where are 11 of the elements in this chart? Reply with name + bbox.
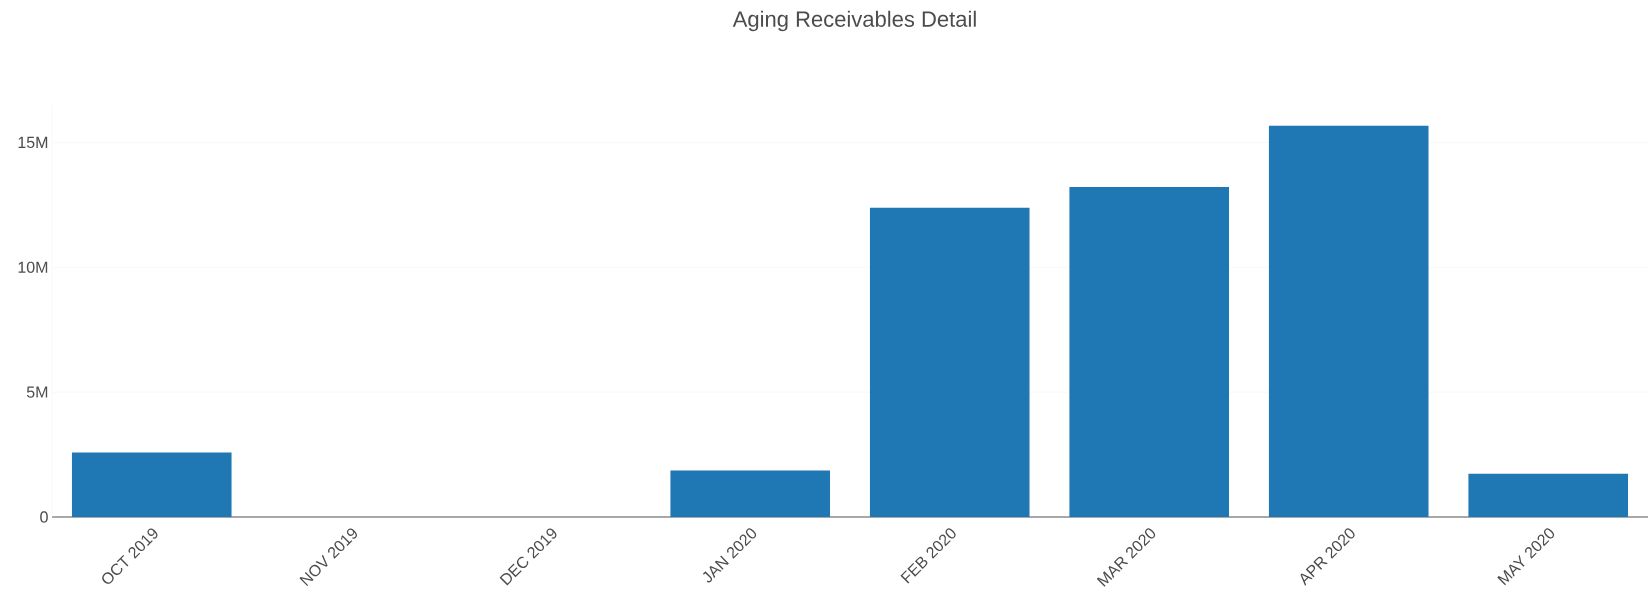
bar	[869, 207, 1030, 517]
bar	[1069, 186, 1230, 517]
chart-title: Aging Receivables Detail	[732, 10, 976, 32]
bar	[71, 452, 232, 517]
y-tick-label: 15M	[18, 136, 48, 149]
y-tick-label: 5M	[26, 386, 48, 398]
bar	[670, 470, 831, 517]
bar	[1468, 473, 1629, 517]
y-tick-label: 0	[40, 511, 48, 523]
bar	[1268, 125, 1429, 517]
y-tick-label: 10M	[18, 261, 48, 273]
